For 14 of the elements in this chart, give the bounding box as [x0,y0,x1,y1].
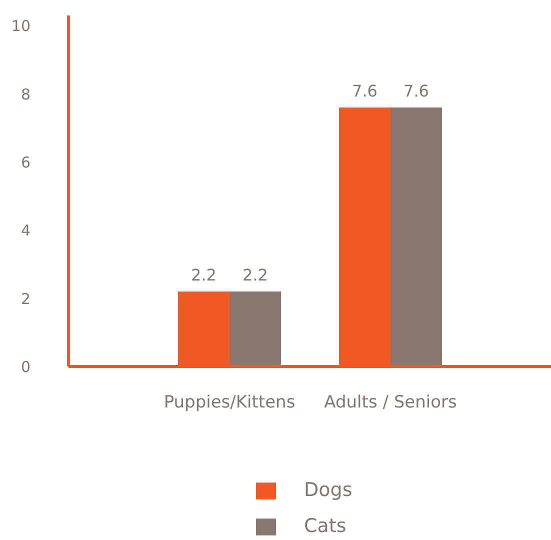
y-tick-label: 8 [20,85,31,104]
y-tick-label: 6 [20,154,31,172]
y-tick-label: 10 [11,17,31,36]
data-label: 2.2 [191,266,216,285]
y-tick-label: 2 [20,290,31,308]
data-label: 2.2 [242,266,268,285]
y-tick-label: 0 [20,358,31,376]
data-label: 7.6 [404,82,429,101]
x-tick-label: Adults / Seniors [324,392,457,412]
x-tick-label: Puppies/Kittens [164,392,296,412]
data-label: 7.6 [352,82,378,101]
legend-label: Dogs [304,479,352,501]
y-tick-label: 4 [20,222,31,240]
legend-label: Cats [304,515,346,537]
